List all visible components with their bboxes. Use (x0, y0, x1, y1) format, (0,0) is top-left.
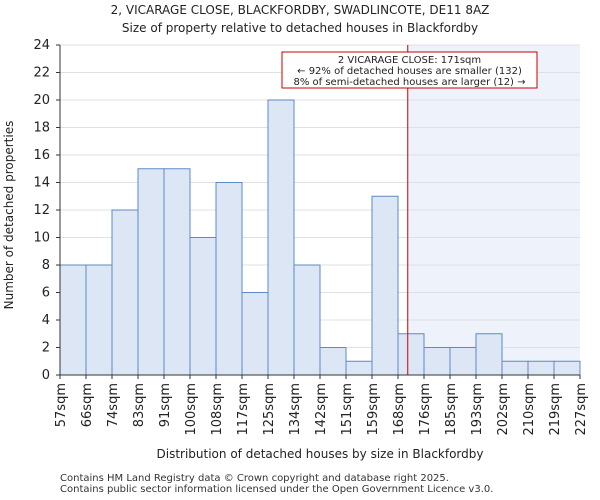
annotation-title: 2 VICARAGE CLOSE: 171sqm (338, 55, 481, 66)
bar (85, 264, 113, 376)
bar (215, 182, 243, 376)
y-tick-label: 0 (42, 368, 50, 383)
bar (501, 360, 529, 376)
y-tick-label: 8 (42, 258, 50, 273)
bar (241, 292, 269, 376)
x-tick-label: 202sqm (496, 383, 511, 436)
bar (59, 264, 87, 376)
x-tick-label: 210sqm (522, 383, 537, 436)
y-tick-label: 16 (33, 148, 50, 163)
bar (137, 168, 165, 376)
bar (397, 333, 425, 376)
x-axis-label: Distribution of detached houses by size … (157, 447, 484, 461)
bar (553, 360, 581, 376)
y-tick-label: 18 (33, 121, 50, 136)
bar (319, 347, 347, 376)
x-tick-label: 57sqm (54, 383, 69, 427)
bar (475, 333, 503, 376)
x-tick-label: 219sqm (548, 383, 563, 436)
y-tick-label: 2 (42, 341, 50, 356)
annotation-larger: 8% of semi-detached houses are larger (1… (293, 77, 525, 88)
footer-line-1: Contains HM Land Registry data © Crown c… (60, 473, 449, 484)
x-tick-label: 100sqm (184, 383, 199, 436)
chart-subtitle: Size of property relative to detached ho… (122, 21, 478, 35)
y-tick-label: 14 (33, 176, 50, 191)
bar (163, 168, 191, 376)
bar (189, 237, 217, 376)
x-tick-label: 168sqm (392, 383, 407, 436)
x-tick-label: 151sqm (340, 383, 355, 436)
bar (527, 360, 555, 376)
bar (449, 347, 477, 376)
y-tick-label: 10 (33, 231, 50, 246)
bar (371, 195, 399, 376)
x-tick-label: 66sqm (80, 383, 95, 427)
y-tick-label: 24 (33, 38, 50, 53)
bar (111, 209, 139, 376)
y-tick-label: 20 (33, 93, 50, 108)
y-axis-label: Number of detached properties (2, 121, 16, 310)
y-tick-label: 4 (42, 313, 50, 328)
x-tick-label: 108sqm (210, 383, 225, 436)
x-tick-label: 125sqm (262, 383, 277, 436)
chart-title: 2, VICARAGE CLOSE, BLACKFORDBY, SWADLINC… (111, 3, 490, 17)
y-tick-label: 6 (42, 286, 50, 301)
x-tick-label: 193sqm (470, 383, 485, 436)
x-tick-label: 117sqm (236, 383, 251, 436)
x-tick-label: 91sqm (158, 383, 173, 427)
x-tick-label: 159sqm (366, 383, 381, 436)
bar (423, 347, 451, 376)
x-tick-label: 83sqm (132, 383, 147, 427)
x-tick-label: 176sqm (418, 383, 433, 436)
x-tick-label: 185sqm (444, 383, 459, 436)
x-tick-label: 134sqm (288, 383, 303, 436)
annotation-box (281, 51, 538, 89)
x-tick-label: 142sqm (314, 383, 329, 436)
y-tick-label: 22 (33, 66, 50, 81)
annotation-smaller: ← 92% of detached houses are smaller (13… (297, 66, 522, 77)
footer-line-2: Contains public sector information licen… (60, 484, 494, 495)
bar (345, 360, 373, 376)
x-tick-label: 74sqm (106, 383, 121, 427)
bar (293, 264, 321, 376)
y-tick-label: 12 (33, 203, 50, 218)
bar (267, 99, 295, 376)
x-tick-label: 227sqm (574, 383, 589, 436)
